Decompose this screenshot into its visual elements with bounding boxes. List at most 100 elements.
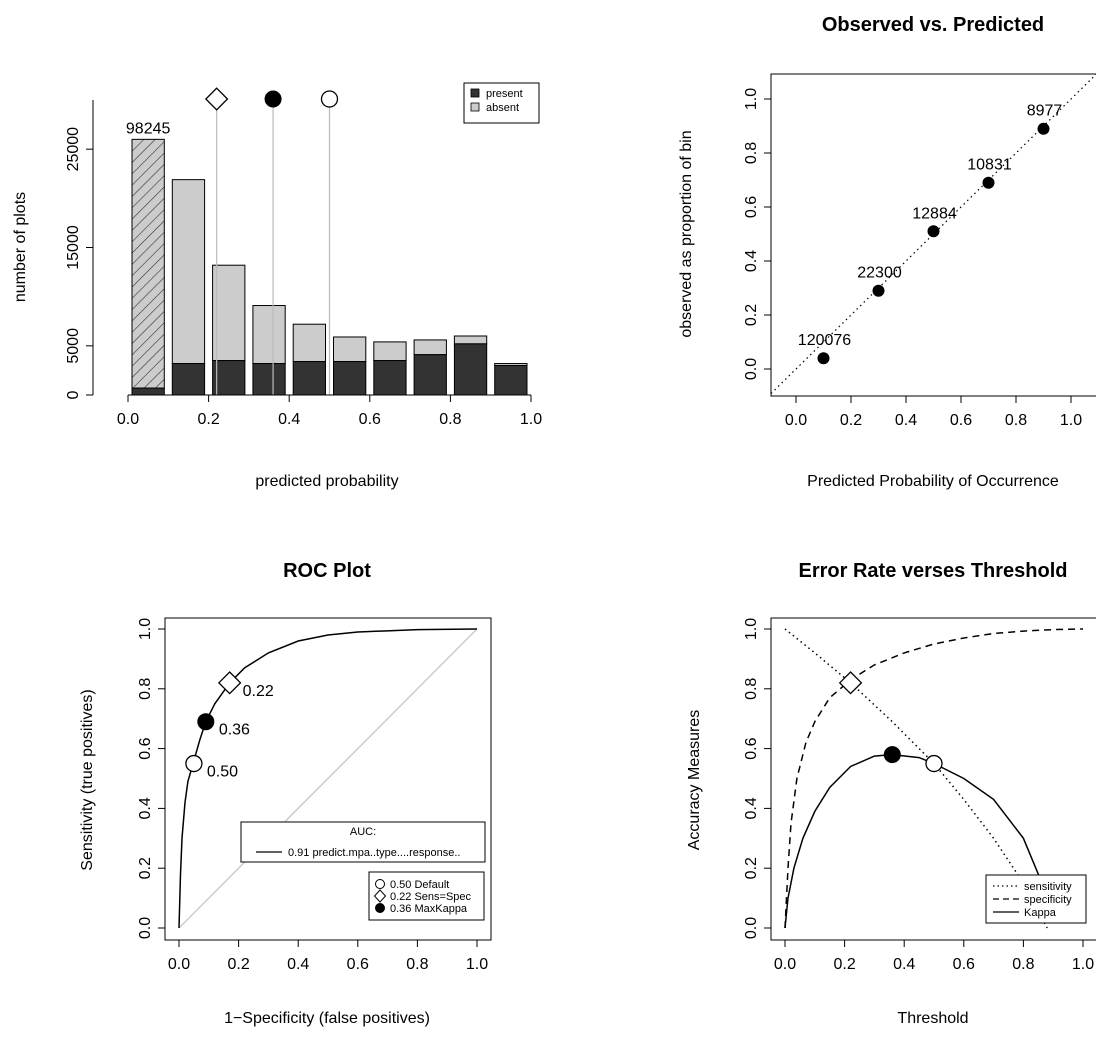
legend-label-specificity: specificity <box>1024 894 1072 906</box>
x-tick-label: 0.0 <box>785 412 807 429</box>
present-bar <box>333 361 367 396</box>
roc-legend-default: 0.50 Default <box>390 879 449 891</box>
auc-legend-title: AUC: <box>350 826 376 838</box>
legend-label-absent: absent <box>486 102 519 114</box>
y-tick-label: 5000 <box>65 328 82 364</box>
absent-bar <box>292 323 327 363</box>
calibration-point-label: 12884 <box>912 205 957 222</box>
first-bar-count-label: 98245 <box>126 120 171 137</box>
legend-label-sensitivity: sensitivity <box>1024 881 1072 893</box>
legend-label-kappa: Kappa <box>1024 907 1057 919</box>
roc-panel: ROC Plot 0.22 0.36 0.50 0.0 0.2 0.4 0.6 0.8 1.0… <box>79 560 492 1027</box>
threshold-legend-box <box>985 874 1087 924</box>
roc-y-axis: 0.0 0.2 0.4 0.6 0.8 1.0 <box>137 618 166 939</box>
y-tick-label: 0.8 <box>743 142 760 164</box>
histogram-y-axis: 0 5000 15000 25000 <box>65 100 94 399</box>
present-bar <box>212 360 246 396</box>
histogram-legend: present absent <box>463 82 540 124</box>
x-tick-label: 1.0 <box>1072 956 1094 973</box>
x-tick-label: 1.0 <box>1060 412 1082 429</box>
present-bar <box>171 363 206 396</box>
threshold-y-axis: 0.0 0.2 0.4 0.6 0.8 1.0 <box>743 618 772 939</box>
y-tick-label: 0.0 <box>743 917 760 939</box>
histogram-bars <box>131 138 528 396</box>
roc-y-label: Sensitivity (true positives) <box>79 689 96 870</box>
threshold-markers <box>204 87 339 111</box>
roc-x-label: 1−Specificity (false positives) <box>224 1010 430 1027</box>
x-tick-label: 0.4 <box>893 956 915 973</box>
roc-point-label: 0.22 <box>243 683 274 700</box>
absent-bar <box>373 341 407 362</box>
filled-circle-icon <box>375 903 385 913</box>
filled-circle-marker <box>197 713 215 731</box>
filled-circle-marker <box>883 746 901 764</box>
y-tick-label: 1.0 <box>137 618 154 640</box>
x-tick-label: 0.0 <box>168 956 190 973</box>
auc-legend: AUC: 0.91 predict.mpa..type....response.… <box>240 821 486 863</box>
open-circle-icon <box>375 879 385 889</box>
calibration-point-label: 8977 <box>1027 103 1063 120</box>
y-tick-label: 0.6 <box>743 196 760 218</box>
histogram-x-label: predicted probability <box>255 473 398 490</box>
calibration-panel: Observed vs. Predicted 12007622300128841… <box>678 14 1096 490</box>
x-tick-label: 0.8 <box>439 411 461 428</box>
legend-label-present: present <box>486 88 523 100</box>
absent-bar <box>453 335 488 345</box>
roc-x-axis: 0.0 0.2 0.4 0.6 0.8 1.0 <box>168 939 488 973</box>
present-bar <box>252 363 286 396</box>
calibration-point-label: 22300 <box>857 265 902 282</box>
x-tick-label: 0.6 <box>347 956 369 973</box>
x-tick-label: 0.0 <box>774 956 796 973</box>
y-tick-label: 0.2 <box>743 857 760 879</box>
calibration-point <box>872 284 885 297</box>
roc-point-label: 0.50 <box>207 764 238 781</box>
y-tick-label: 25000 <box>65 127 82 172</box>
calibration-y-axis: 0.0 0.2 0.4 0.6 0.8 1.0 <box>743 88 772 380</box>
present-bar <box>292 361 327 396</box>
x-tick-label: 0.8 <box>1005 412 1027 429</box>
roc-curve-line <box>178 628 478 929</box>
calibration-point <box>1037 122 1050 135</box>
calibration-point <box>982 176 995 189</box>
roc-title: ROC Plot <box>283 560 371 582</box>
threshold-y-label: Accuracy Measures <box>686 710 703 851</box>
histogram-panel: 98245 0.0 0.2 0.4 0.6 0.8 1.0 0 5000 15000 25000… <box>12 82 542 490</box>
absent-bar <box>252 305 286 365</box>
y-tick-label: 0.4 <box>137 797 154 819</box>
y-tick-label: 0.0 <box>743 358 760 380</box>
open-diamond-marker <box>217 671 242 695</box>
roc-point-label: 0.36 <box>219 722 250 739</box>
calibration-y-label: observed as proportion of bin <box>678 130 695 337</box>
calibration-point <box>817 352 830 365</box>
absent-bar <box>333 336 367 363</box>
Kappa-line <box>784 753 1048 929</box>
histogram-x-axis: 0.0 0.2 0.4 0.6 0.8 1.0 <box>117 394 542 428</box>
x-tick-label: 0.6 <box>359 411 381 428</box>
absent-bar <box>212 264 246 362</box>
calibration-point <box>927 225 940 238</box>
calibration-x-axis: 0.0 0.2 0.4 0.6 0.8 1.0 <box>785 395 1082 429</box>
open-diamond-icon <box>373 889 387 903</box>
x-tick-label: 0.0 <box>117 411 139 428</box>
threshold-legend: sensitivity specificity Kappa <box>985 874 1087 924</box>
y-tick-label: 0.4 <box>743 797 760 819</box>
calibration-point-label: 10831 <box>967 157 1012 174</box>
roc-threshold-legend: 0.50 Default 0.22 Sens=Spec 0.36 MaxKapp… <box>368 871 485 921</box>
open-diamond-marker <box>838 671 863 695</box>
x-tick-label: 0.4 <box>278 411 300 428</box>
x-tick-label: 0.8 <box>1012 956 1034 973</box>
x-tick-label: 0.4 <box>895 412 917 429</box>
y-tick-label: 0 <box>65 390 82 399</box>
y-tick-label: 0.2 <box>743 304 760 326</box>
x-tick-label: 0.2 <box>227 956 249 973</box>
threshold-points <box>838 671 943 773</box>
calibration-points: 120076 22300 12884 10831 8977 <box>798 103 1063 365</box>
y-tick-label: 1.0 <box>743 618 760 640</box>
roc-curve <box>178 628 478 929</box>
threshold-x-label: Threshold <box>897 1010 968 1027</box>
x-tick-label: 1.0 <box>466 956 488 973</box>
y-tick-label: 0.8 <box>743 678 760 700</box>
x-tick-label: 0.8 <box>406 956 428 973</box>
open-diamond-marker <box>204 87 229 111</box>
